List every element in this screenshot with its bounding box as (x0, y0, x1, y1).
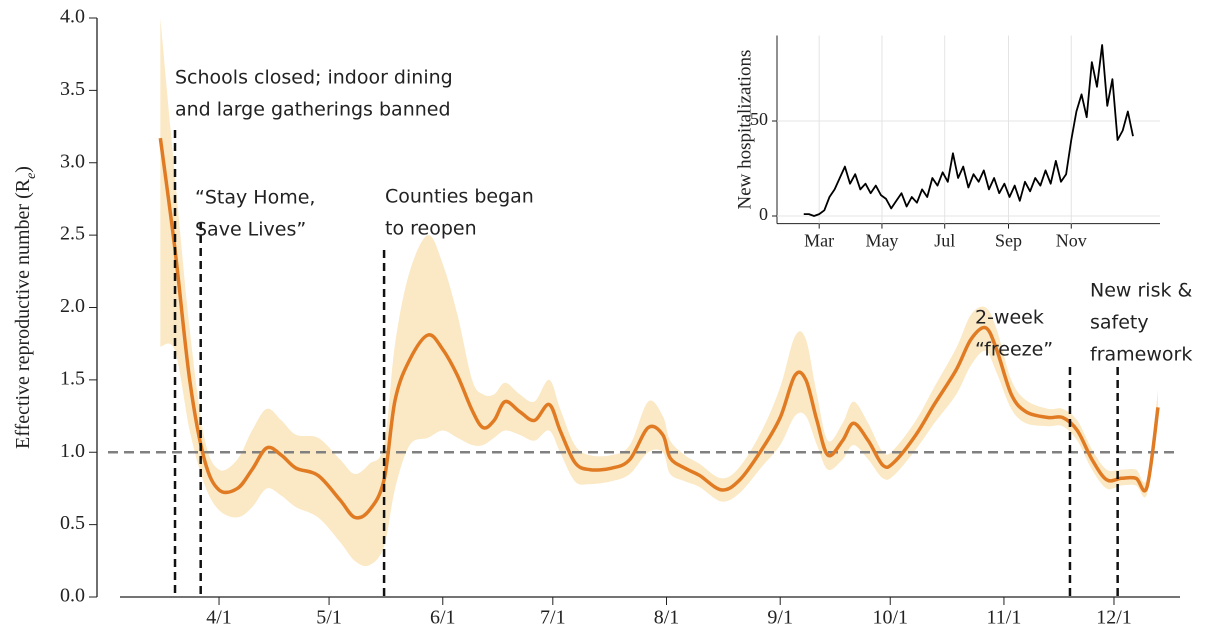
x-tick-label: Nov (1056, 231, 1087, 251)
x-tick-label: 5/1 (316, 607, 342, 627)
y-label-sub: e (24, 173, 39, 179)
event-label: New risk & (1090, 280, 1193, 302)
event-label: Counties began (385, 186, 534, 208)
x-tick-label: 8/1 (654, 607, 680, 627)
event-label: “Stay Home, (195, 187, 315, 209)
x-tick-label: 11/1 (987, 607, 1022, 627)
y-tick-label: 2.0 (60, 295, 85, 317)
x-tick-label: Mar (804, 231, 834, 251)
x-tick-label: 12/1 (1096, 607, 1132, 627)
event-label: 2-week (975, 307, 1044, 329)
x-tick-label: May (865, 231, 898, 251)
x-tick-label: 9/1 (767, 607, 793, 627)
y-axis-label: Effective reproductive number (Re) (12, 166, 39, 449)
y-tick-label: 2.5 (60, 223, 85, 245)
series-line (803, 44, 1134, 217)
event-label: to reopen (385, 218, 477, 240)
y-tick-label: 3.5 (60, 78, 85, 100)
event-label: framework (1090, 344, 1192, 366)
y-label-tail: ) (12, 166, 34, 173)
y-tick-label: 0 (759, 204, 768, 224)
series-line (158, 137, 1160, 520)
y-axis-label: New hospitalizations (734, 50, 755, 210)
event-label: safety (1090, 312, 1149, 334)
x-tick-label: Jul (934, 231, 955, 251)
y-tick-label: 50 (750, 109, 768, 129)
y-label-text: Effective reproductive number (R (12, 178, 34, 449)
x-tick-label: 6/1 (430, 607, 456, 627)
event-label: and large gatherings banned (175, 99, 451, 121)
x-tick-label: 7/1 (540, 607, 566, 627)
event-label: “freeze” (975, 339, 1053, 361)
y-tick-label: 4.0 (60, 6, 85, 28)
y-tick-label: 1.0 (60, 440, 85, 462)
y-tick-label: 1.5 (60, 367, 85, 389)
event-label: Schools closed; indoor dining (175, 67, 453, 89)
x-tick-label: 10/1 (872, 607, 908, 627)
y-tick-label: 0.5 (60, 512, 85, 534)
y-tick-label: 3.0 (60, 150, 85, 172)
event-label: Save Lives” (195, 219, 306, 241)
y-tick-label: 0.0 (60, 585, 85, 607)
x-tick-label: Sep (995, 231, 1022, 251)
x-tick-label: 4/1 (206, 607, 232, 627)
confidence-band (160, 18, 1158, 567)
